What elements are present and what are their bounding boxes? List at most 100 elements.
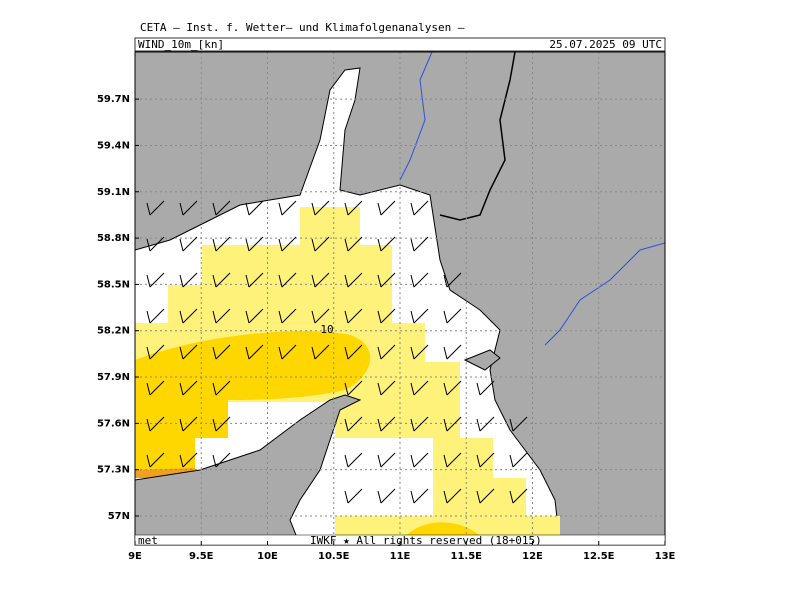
wind-barb bbox=[410, 488, 429, 504]
contour-label: 10 bbox=[320, 323, 333, 336]
wind-barb bbox=[377, 452, 396, 468]
wind-barb bbox=[278, 200, 297, 216]
wind-barb bbox=[146, 272, 165, 288]
wind-barb bbox=[179, 200, 198, 216]
wind-barb bbox=[443, 344, 462, 360]
lon-label: 12.5E bbox=[583, 551, 615, 562]
wind-barb bbox=[146, 236, 165, 252]
lon-label: 9E bbox=[128, 551, 142, 562]
wind-barb bbox=[377, 416, 396, 432]
header: CETA — Inst. f. Wetter— und Klimafolgena… bbox=[140, 21, 465, 34]
wind-barb bbox=[443, 380, 462, 396]
lon-label: 13E bbox=[655, 551, 676, 562]
field-label: WIND_10m_[kn] bbox=[138, 38, 224, 51]
wind-barb bbox=[509, 416, 528, 432]
wind-barb bbox=[476, 488, 495, 504]
lat-label: 58.5N bbox=[97, 279, 130, 290]
footer-right: IWKF ★ All rights reserved (18+015) bbox=[310, 534, 542, 547]
wind-barb bbox=[344, 236, 363, 252]
footer-left: met bbox=[138, 534, 158, 547]
wind-barb bbox=[311, 272, 330, 288]
axis-labels: 9E 9.5E 10E 10.5E 11E 11.5E 12E 12.5E 13E 57N 57.3… bbox=[97, 94, 676, 562]
wind-barb bbox=[410, 452, 429, 468]
wind-barb bbox=[146, 380, 165, 396]
lon-label: 11E bbox=[390, 551, 411, 562]
lon-label: 9.5E bbox=[189, 551, 214, 562]
lat-label: 58.8N bbox=[97, 233, 130, 244]
wind-barb bbox=[509, 488, 528, 504]
wind-barb bbox=[476, 380, 495, 396]
wind-barb bbox=[476, 416, 495, 432]
wind-barb bbox=[311, 344, 330, 360]
lat-label: 57.3N bbox=[97, 465, 130, 476]
wind-barb bbox=[212, 452, 231, 468]
wind-barb bbox=[344, 380, 363, 396]
wind-barb bbox=[410, 272, 429, 288]
wind-barb bbox=[146, 452, 165, 468]
wind-barb bbox=[443, 488, 462, 504]
wind-barb bbox=[476, 452, 495, 468]
wind-barb bbox=[311, 236, 330, 252]
wind-barb bbox=[410, 200, 429, 216]
wind-barb bbox=[179, 308, 198, 324]
river bbox=[399, 51, 433, 181]
wind-barb bbox=[179, 344, 198, 360]
wind-barb bbox=[212, 308, 231, 324]
lat-label: 59.4N bbox=[97, 140, 130, 151]
wind-barb bbox=[245, 236, 264, 252]
wind-barb bbox=[278, 236, 297, 252]
wind-barb bbox=[179, 236, 198, 252]
wind-barb bbox=[212, 236, 231, 252]
wind-barb bbox=[344, 488, 363, 504]
lat-label: 57.9N bbox=[97, 372, 130, 383]
wind-barb bbox=[146, 200, 165, 216]
grid bbox=[135, 52, 665, 545]
wind-barb bbox=[377, 308, 396, 324]
lon-label: 12E bbox=[522, 551, 543, 562]
wind-barb bbox=[377, 380, 396, 396]
lat-label: 59.1N bbox=[97, 187, 130, 198]
wind-barb bbox=[509, 452, 528, 468]
wind-barb bbox=[212, 200, 231, 216]
wind-barb bbox=[410, 308, 429, 324]
wind-barb bbox=[443, 452, 462, 468]
wind-barb bbox=[410, 416, 429, 432]
wind-barb bbox=[179, 272, 198, 288]
wind-barb bbox=[344, 416, 363, 432]
wind-barb bbox=[245, 272, 264, 288]
wind-barb bbox=[410, 380, 429, 396]
wind-barb bbox=[278, 308, 297, 324]
wind-barb bbox=[344, 272, 363, 288]
wind-barb bbox=[146, 344, 165, 360]
wind-barb bbox=[311, 200, 330, 216]
title-box bbox=[134, 37, 666, 52]
wind-barb bbox=[212, 272, 231, 288]
wind-barb bbox=[377, 344, 396, 360]
wind-barb bbox=[212, 380, 231, 396]
wind-barb bbox=[278, 344, 297, 360]
lat-label: 59.7N bbox=[97, 94, 130, 105]
wind-barb bbox=[377, 272, 396, 288]
wind-barb bbox=[212, 344, 231, 360]
wind-barb bbox=[212, 416, 231, 432]
wind-barb bbox=[377, 200, 396, 216]
wind-barb bbox=[146, 416, 165, 432]
wind-barb bbox=[443, 416, 462, 432]
wind-barb bbox=[245, 200, 264, 216]
barbs bbox=[146, 200, 528, 504]
lat-label: 57N bbox=[108, 511, 130, 522]
lon-label: 10.5E bbox=[318, 551, 350, 562]
wind-barb bbox=[179, 416, 198, 432]
wind-barb bbox=[377, 488, 396, 504]
wind-barb bbox=[443, 272, 462, 288]
wind-barb bbox=[179, 452, 198, 468]
wind-barb bbox=[344, 308, 363, 324]
wind-barb bbox=[344, 452, 363, 468]
lat-label: 58.2N bbox=[97, 326, 130, 337]
wind-barb bbox=[311, 308, 330, 324]
map: 10 bbox=[134, 51, 666, 546]
wind-barb bbox=[410, 236, 429, 252]
wind-barb bbox=[344, 200, 363, 216]
wind-area-strong bbox=[135, 331, 371, 478]
